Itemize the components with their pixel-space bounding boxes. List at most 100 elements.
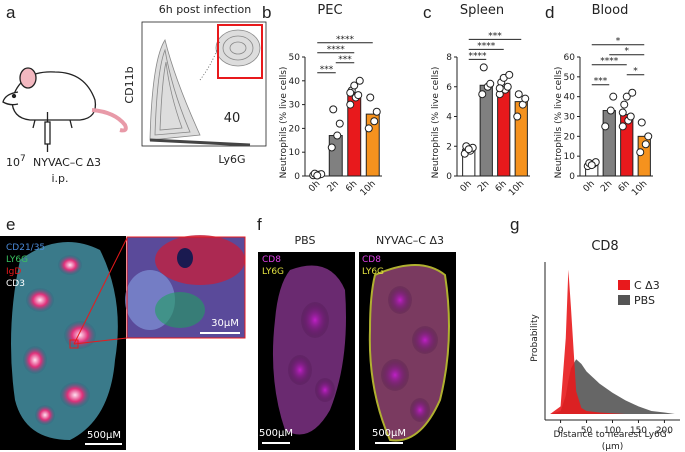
- gate-value: 40: [224, 111, 241, 126]
- data-point: [644, 132, 653, 141]
- data-point: [626, 112, 635, 121]
- y-tick-label: 20: [289, 124, 301, 134]
- data-point: [364, 124, 373, 133]
- bar: [497, 86, 511, 177]
- panel-label: a: [6, 3, 16, 22]
- significance-label: *: [633, 67, 638, 77]
- data-point: [370, 117, 379, 126]
- x-axis-label: Distance to nearest Ly6G⁺: [554, 430, 672, 440]
- flow-x-label: Ly6G: [218, 153, 245, 166]
- x-tick-label: 50: [581, 426, 593, 436]
- x-tick-label: 0h: [307, 179, 322, 194]
- x-tick-label: 6h: [344, 179, 359, 194]
- data-point: [495, 84, 504, 93]
- y-axis-label: Neutrophils (% live cells): [279, 67, 289, 179]
- data-point: [620, 100, 629, 109]
- panel-label: g: [510, 215, 519, 234]
- y-tick-label: 2: [446, 142, 452, 152]
- x-tick-label: 100: [604, 426, 621, 436]
- data-point: [618, 122, 627, 131]
- image-title: PBS: [295, 234, 316, 247]
- panel-label: b: [262, 3, 271, 22]
- density-area: [550, 359, 675, 414]
- significance-label: ***: [488, 31, 502, 41]
- y-tick-label: 8: [446, 53, 452, 63]
- y-tick-label: 6: [446, 83, 452, 93]
- stain-label: CD3: [6, 279, 25, 289]
- data-point: [628, 88, 637, 97]
- chart-title: PEC: [317, 3, 342, 18]
- data-point: [637, 118, 646, 127]
- bar: [479, 84, 493, 177]
- y-tick-label: 50: [289, 53, 301, 63]
- data-point: [486, 79, 495, 88]
- y-tick-label: 10: [289, 148, 301, 158]
- legend-label: C Δ3: [634, 279, 660, 292]
- x-tick-label: 10h: [359, 179, 378, 198]
- scale-label: 500μM: [87, 430, 121, 441]
- chart-title: Blood: [592, 3, 629, 18]
- y-axis-label: Neutrophils (% live cells): [554, 67, 564, 179]
- y-tick-label: 40: [564, 93, 576, 103]
- data-point: [514, 90, 523, 99]
- tissue-image: [0, 235, 246, 450]
- data-point: [333, 131, 342, 140]
- legend-swatch: [618, 280, 630, 290]
- stain-label: LY6G: [262, 267, 284, 277]
- mouse-illustration: [2, 67, 128, 152]
- route: i.p.: [51, 172, 68, 185]
- x-tick-label: 10h: [630, 179, 649, 198]
- data-point: [521, 94, 530, 103]
- data-point: [601, 122, 610, 131]
- data-point: [327, 143, 336, 152]
- legend-swatch: [618, 295, 630, 305]
- significance-label: ****: [469, 51, 488, 61]
- data-point: [355, 76, 364, 85]
- y-tick-label: 30: [289, 101, 301, 111]
- y-tick-label: 20: [564, 132, 576, 142]
- x-tick-label: 0: [558, 426, 564, 436]
- flow-plot: [141, 21, 267, 147]
- y-tick-label: 0: [446, 172, 452, 182]
- x-tick-label: 10h: [507, 179, 526, 198]
- data-point: [346, 100, 355, 109]
- stain-label: CD8: [262, 255, 281, 265]
- data-point: [478, 90, 487, 99]
- x-tick-label: 2h: [326, 179, 341, 194]
- chart-title: Spleen: [460, 3, 504, 18]
- data-point: [350, 81, 359, 90]
- data-point: [313, 171, 322, 180]
- data-point: [503, 82, 512, 91]
- stain-label: IgD: [6, 267, 21, 277]
- x-tick-label: 150: [630, 426, 647, 436]
- x-tick-label: 2h: [599, 179, 614, 194]
- y-tick-label: 0: [569, 172, 575, 182]
- density-area: [550, 269, 675, 414]
- data-point: [354, 91, 363, 100]
- panel-label: e: [6, 215, 15, 234]
- x-tick-label: 0h: [459, 179, 474, 194]
- data-point: [346, 88, 355, 97]
- tissue-image: [258, 252, 456, 450]
- panel-label: f: [257, 215, 262, 234]
- x-tick-label: 200: [656, 426, 673, 436]
- data-point: [464, 145, 473, 154]
- bar: [602, 110, 616, 177]
- stain-label: CD8: [362, 255, 381, 265]
- data-point: [513, 112, 522, 121]
- stain-label: LY6G: [362, 267, 384, 277]
- y-tick-label: 50: [564, 73, 576, 83]
- y-tick-label: 0: [294, 172, 300, 182]
- x-tick-label: 2h: [476, 179, 491, 194]
- stain-label: LY6G: [6, 255, 28, 265]
- data-point: [636, 148, 645, 157]
- y-tick-label: 30: [564, 113, 576, 123]
- x-tick-label: 0h: [582, 179, 597, 194]
- data-point: [618, 108, 627, 117]
- image-title: NYVAC–C Δ3: [376, 234, 444, 247]
- data-point: [641, 140, 650, 149]
- significance-label: *: [616, 37, 621, 47]
- treatment: NYVAC–C Δ3: [33, 156, 101, 169]
- data-point: [335, 119, 344, 128]
